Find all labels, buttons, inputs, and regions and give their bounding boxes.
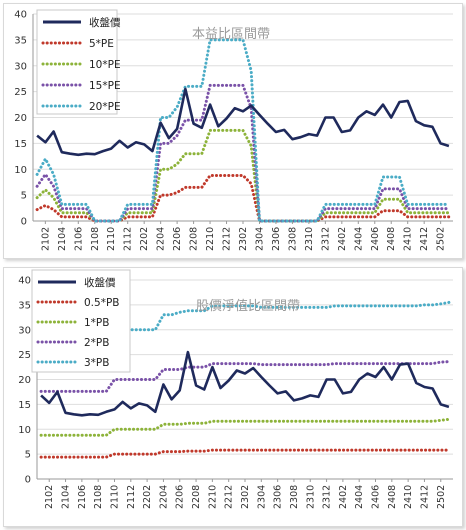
legend-label: 15*PE xyxy=(89,80,121,92)
x-tick-label: 2210 xyxy=(207,485,218,509)
x-tick-label: 2312 xyxy=(320,227,331,251)
legend-label: 0.5*PB xyxy=(84,297,119,309)
y-tick-label: 5 xyxy=(21,191,27,202)
x-tick-label: 2208 xyxy=(191,485,202,509)
legend-label: 20*PE xyxy=(89,101,121,113)
x-tick-label: 2104 xyxy=(61,485,72,509)
x-tick-label: 2304 xyxy=(256,485,267,509)
y-tick-label: 0 xyxy=(21,217,27,228)
x-tick-label: 2108 xyxy=(93,485,104,509)
x-tick-label: 2410 xyxy=(403,485,414,509)
series-line-band-4 xyxy=(35,38,451,223)
pe-band-chart-panel: 0 5 10 15 20 25 30 35 40 2102 2104 2106 2108 2110 2112… xyxy=(3,3,463,259)
x-tick-label: 2210 xyxy=(205,227,216,251)
x-tick-label: 2106 xyxy=(73,227,84,251)
x-tick-label: 2304 xyxy=(254,227,265,251)
x-tick-label: 2102 xyxy=(40,227,51,251)
y-tick-label: 25 xyxy=(18,350,31,361)
x-tick-label: 2306 xyxy=(271,227,282,251)
x-tick-label: 2312 xyxy=(322,485,333,509)
y-tick-label: 15 xyxy=(14,139,27,150)
series-line-band-4 xyxy=(39,300,451,350)
x-tick-label: 2212 xyxy=(224,485,235,509)
y-tick-label: 5 xyxy=(25,450,31,461)
y-tick-label: 20 xyxy=(18,375,31,386)
x-tick-label: 2404 xyxy=(354,485,365,509)
x-tick-label: 2308 xyxy=(289,485,300,509)
x-tick-label: 2406 xyxy=(371,485,382,509)
x-tick-label: 2110 xyxy=(109,485,120,509)
series-line-band-1 xyxy=(39,448,451,459)
y-tick-label: 40 xyxy=(14,10,27,21)
x-tick-label: 2104 xyxy=(57,227,68,251)
y-tick-label: 25 xyxy=(14,87,27,98)
y-tick-label: 0 xyxy=(25,475,31,486)
series-line-band-1 xyxy=(35,174,451,223)
x-tick-label: 2408 xyxy=(387,485,398,509)
y-tick-label: 15 xyxy=(18,400,31,411)
y-tick-label: 10 xyxy=(18,425,31,436)
series-line-band-3 xyxy=(39,360,451,393)
pb-band-chart: 0 5 10 15 20 25 30 35 40 2102 2104 2106 2108 2110 2112… xyxy=(18,269,453,509)
x-tick-label: 2402 xyxy=(338,485,349,509)
legend-box xyxy=(36,9,118,115)
legend-label: 10*PE xyxy=(89,59,121,71)
x-tick-label: 2102 xyxy=(44,485,55,509)
x-tick-label: 2408 xyxy=(386,227,397,251)
pb-band-chart-panel: 0 5 10 15 20 25 30 35 40 2102 2104 2106 2108 2110 2112… xyxy=(3,267,463,527)
legend-box xyxy=(31,269,131,373)
x-tick-label: 2106 xyxy=(77,485,88,509)
legend-label: 5*PE xyxy=(89,38,114,50)
x-tick-label: 2204 xyxy=(158,485,169,509)
x-tick-label: 2404 xyxy=(353,227,364,251)
chart-title: 股價淨值比區間帶 xyxy=(196,298,300,314)
y-tick-label: 20 xyxy=(14,113,27,124)
legend-label: 收盤價 xyxy=(89,16,121,29)
x-tick-label: 2402 xyxy=(337,227,348,251)
x-tick-label: 2206 xyxy=(175,485,186,509)
x-tick-label: 2206 xyxy=(172,227,183,251)
legend: 收盤價 0.5*PB 1*PB 2*PB 3*PB xyxy=(31,269,131,373)
legend-label: 2*PB xyxy=(84,337,109,349)
x-tick-label: 2202 xyxy=(139,227,150,251)
x-tick-label: 2306 xyxy=(273,485,284,509)
series-line-band-2 xyxy=(39,417,451,437)
x-tick-label: 2406 xyxy=(370,227,381,251)
y-tick-label: 40 xyxy=(18,276,31,287)
x-tick-label: 2108 xyxy=(90,227,101,251)
x-tick-label: 2412 xyxy=(419,485,430,509)
x-tick-label: 2212 xyxy=(222,227,233,251)
x-tick-label: 2112 xyxy=(123,227,134,251)
legend-label: 1*PB xyxy=(84,317,109,329)
legend: 收盤價 5*PE 10*PE 15*PE 20*PE xyxy=(36,9,121,115)
y-tick-label: 30 xyxy=(18,325,31,336)
chart-title: 本益比區間帶 xyxy=(192,27,270,42)
x-tick-label: 2204 xyxy=(156,227,167,251)
series-line-close xyxy=(40,350,450,417)
y-tick-label: 30 xyxy=(14,61,27,72)
x-tick-label: 2502 xyxy=(436,485,447,509)
x-tick-label: 2308 xyxy=(287,227,298,251)
x-tick-label: 2410 xyxy=(403,227,414,251)
legend-label: 3*PB xyxy=(84,357,109,369)
y-tick-label: 10 xyxy=(14,165,27,176)
y-tick-label: 35 xyxy=(14,35,27,46)
x-tick-label: 2112 xyxy=(126,485,137,509)
x-tick-label: 2202 xyxy=(142,485,153,509)
pe-band-chart: 0 5 10 15 20 25 30 35 40 2102 2104 2106 2108 2110 2112… xyxy=(14,9,453,251)
legend-label: 收盤價 xyxy=(84,276,116,289)
x-tick-label: 2110 xyxy=(106,227,117,251)
x-tick-label: 2302 xyxy=(240,485,251,509)
x-tick-label: 2208 xyxy=(189,227,200,251)
series-line-close xyxy=(36,87,450,157)
x-tick-label: 2412 xyxy=(419,227,430,251)
x-tick-label: 2502 xyxy=(436,227,447,251)
y-tick-label: 35 xyxy=(18,300,31,311)
x-tick-label: 2310 xyxy=(304,227,315,251)
x-tick-label: 2302 xyxy=(238,227,249,251)
x-tick-label: 2310 xyxy=(305,485,316,509)
